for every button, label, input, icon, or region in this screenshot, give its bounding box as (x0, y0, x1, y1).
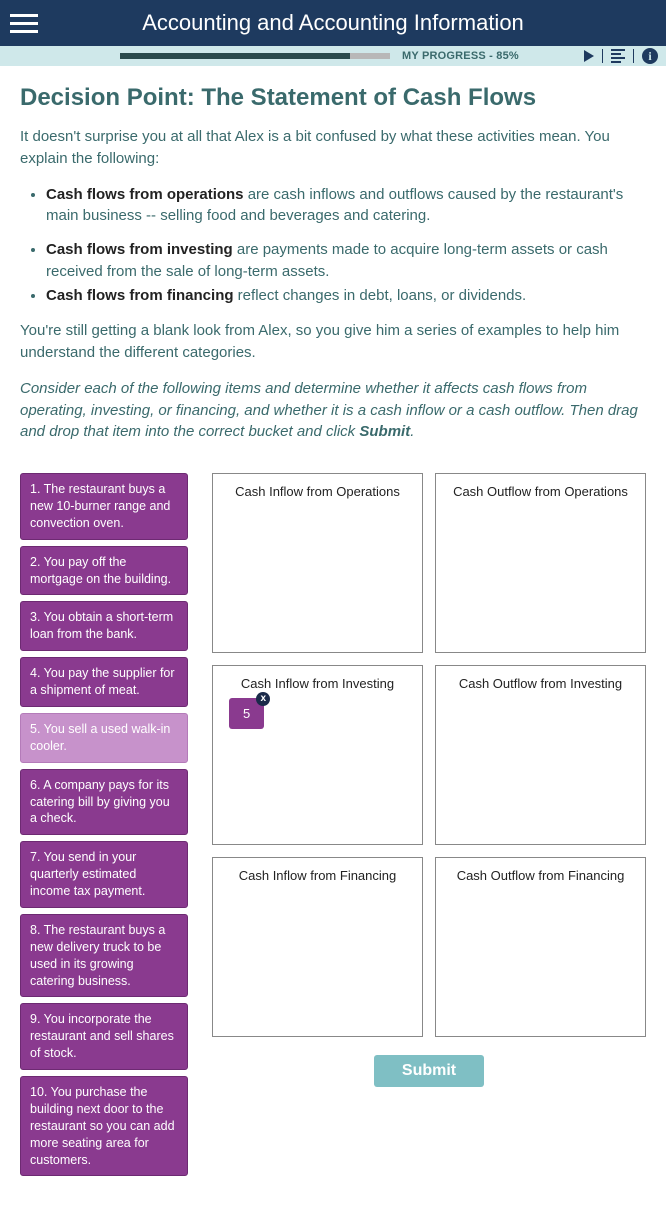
buckets-grid: Cash Inflow from Operations Cash Outflow … (212, 473, 646, 1037)
remove-chip-icon[interactable]: x (256, 692, 270, 706)
progress-label: MY PROGRESS - 85% (402, 50, 519, 62)
instruction-pre: Consider each of the following items and… (20, 380, 638, 441)
outline-icon[interactable] (611, 49, 625, 63)
drop-bucket[interactable]: Cash Inflow from Operations (212, 473, 423, 653)
bucket-label: Cash Outflow from Financing (436, 862, 645, 883)
definition-item: Cash flows from operations are cash infl… (46, 184, 646, 228)
progress-bar (120, 53, 390, 59)
draggable-item[interactable]: 1. The restaurant buys a new 10-burner r… (20, 473, 188, 540)
draggable-item[interactable]: 3. You obtain a short-term loan from the… (20, 601, 188, 651)
drop-bucket[interactable]: Cash Outflow from Investing (435, 665, 646, 845)
drop-bucket[interactable]: Cash Inflow from Investing 5x (212, 665, 423, 845)
draggable-item[interactable]: 8. The restaurant buys a new delivery tr… (20, 914, 188, 998)
definition-term: Cash flows from operations (46, 186, 244, 203)
draggable-item[interactable]: 6. A company pays for its catering bill … (20, 769, 188, 836)
bucket-label: Cash Inflow from Investing (213, 670, 422, 691)
definition-term: Cash flows from investing (46, 241, 233, 258)
draggable-item[interactable]: 4. You pay the supplier for a shipment o… (20, 657, 188, 707)
placed-chip[interactable]: 5x (229, 698, 264, 729)
play-icon[interactable] (584, 50, 594, 62)
app-title: Accounting and Accounting Information (0, 10, 666, 36)
bucket-label: Cash Outflow from Operations (436, 478, 645, 499)
definitions-list: Cash flows from operations are cash infl… (20, 184, 646, 307)
draggable-item[interactable]: 10. You purchase the building next door … (20, 1076, 188, 1176)
bucket-label: Cash Inflow from Operations (213, 478, 422, 499)
draggable-item[interactable]: 9. You incorporate the restaurant and se… (20, 1003, 188, 1070)
drop-bucket[interactable]: Cash Outflow from Operations (435, 473, 646, 653)
progress-fill (120, 53, 350, 59)
items-column: 1. The restaurant buys a new 10-burner r… (20, 473, 188, 1176)
bucket-label: Cash Outflow from Investing (436, 670, 645, 691)
info-icon[interactable]: i (642, 48, 658, 64)
drag-drop-activity: 1. The restaurant buys a new 10-burner r… (20, 473, 646, 1176)
draggable-item[interactable]: 2. You pay off the mortgage on the build… (20, 546, 188, 596)
instruction-text: Consider each of the following items and… (20, 378, 646, 443)
drop-bucket[interactable]: Cash Outflow from Financing (435, 857, 646, 1037)
submit-row: Submit (212, 1055, 646, 1087)
toolbar-divider (633, 49, 634, 63)
definition-item: Cash flows from investing are payments m… (46, 239, 646, 283)
definition-item: Cash flows from financing reflect change… (46, 285, 646, 307)
progress-strip: MY PROGRESS - 85% i (0, 46, 666, 66)
draggable-item[interactable]: 5. You sell a used walk-in cooler. (20, 713, 188, 763)
page-title: Decision Point: The Statement of Cash Fl… (20, 84, 646, 112)
toolbar-icons: i (584, 46, 658, 66)
submit-button[interactable]: Submit (374, 1055, 484, 1087)
definition-term: Cash flows from financing (46, 287, 234, 304)
instruction-submit-word: Submit (359, 423, 410, 440)
menu-icon[interactable] (10, 14, 38, 33)
app-header: Accounting and Accounting Information (0, 0, 666, 46)
followup-text: You're still getting a blank look from A… (20, 320, 646, 364)
drop-bucket[interactable]: Cash Inflow from Financing (212, 857, 423, 1037)
content: Decision Point: The Statement of Cash Fl… (0, 66, 666, 1206)
draggable-item[interactable]: 7. You send in your quarterly estimated … (20, 841, 188, 908)
instruction-post: . (410, 423, 414, 440)
definition-text: reflect changes in debt, loans, or divid… (234, 287, 527, 304)
toolbar-divider (602, 49, 603, 63)
intro-text: It doesn't surprise you at all that Alex… (20, 126, 646, 170)
bucket-label: Cash Inflow from Financing (213, 862, 422, 883)
